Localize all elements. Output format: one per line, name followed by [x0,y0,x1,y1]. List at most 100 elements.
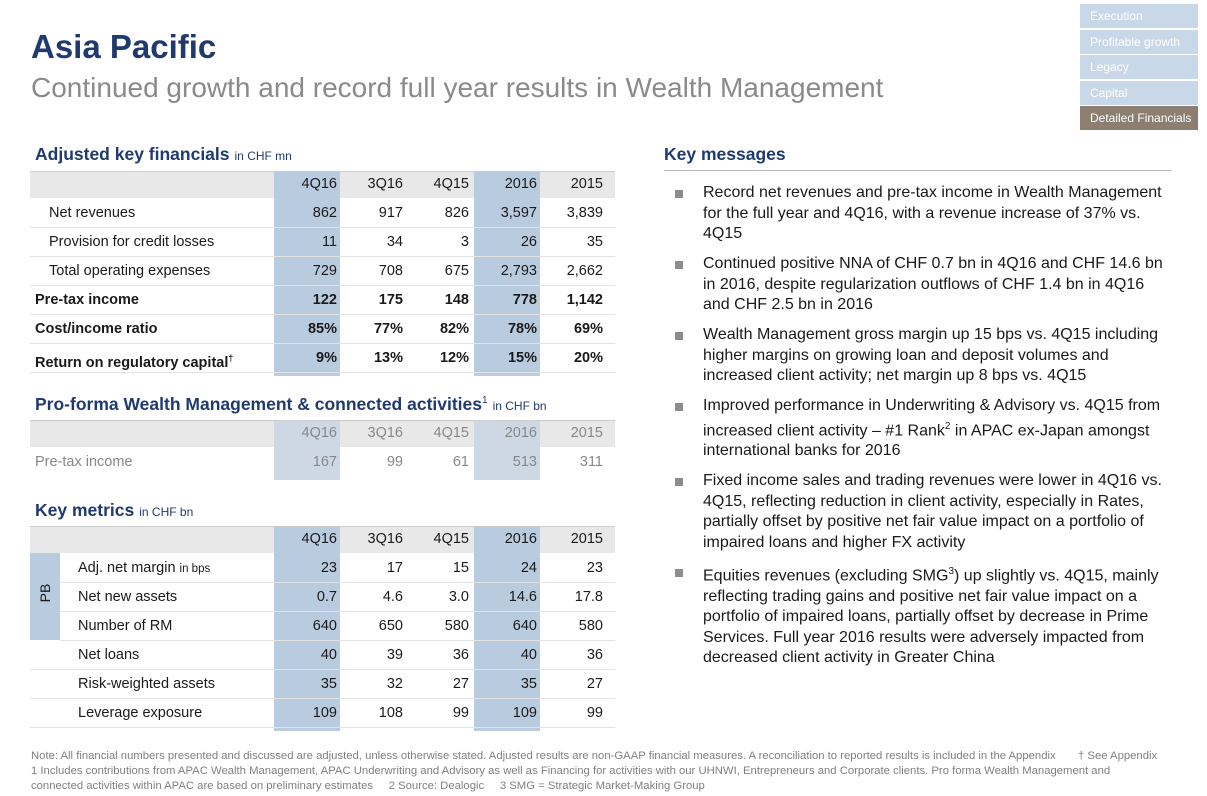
nav-item[interactable]: Detailed Financials [1080,106,1198,130]
cell-value: 640 [512,618,537,634]
row-label: Pre-tax income [35,448,133,477]
cell-value: 40 [520,647,537,663]
cell-value: 14.6 [508,589,537,605]
bullet [675,190,683,198]
column-header: 3Q16 [367,425,403,441]
cell-value: 61 [452,454,469,470]
cell-value: 82% [439,321,469,337]
cell-value: 108 [378,705,403,721]
footnote: 1 Includes contributions from APAC Wealt… [31,765,1111,777]
cell-value: 78% [507,321,537,337]
cell-value: 311 [579,454,603,470]
cell-value: 3,839 [566,205,603,221]
section-title: Adjusted key financials in CHF mn [35,144,292,165]
cell-value: 36 [586,647,603,663]
column-header: 2016 [504,531,537,547]
column-header: 4Q16 [301,531,337,547]
row-label: Return on regulatory capital† [35,344,233,373]
cell-value: 34 [386,234,403,250]
row-label: Adj. net margin in bps [78,554,210,583]
cell-value: 69% [573,321,603,337]
cell-value: 24 [520,560,537,576]
subtitle: Continued growth and record full year re… [31,72,884,103]
cell-value: 23 [586,560,603,576]
row-label: Leverage exposure [78,699,202,728]
nav-item[interactable]: Execution [1080,4,1198,28]
column-header: 4Q16 [301,176,337,192]
row-label: Number of RM [78,612,172,641]
section-title: Key metrics in CHF bn [35,500,193,521]
message-text: Wealth Management gross margin up 15 bps… [703,326,1159,384]
message-text: Continued positive NNA of CHF 0.7 bn in … [703,255,1163,313]
column-header: 2016 [504,176,537,192]
cell-value: 167 [312,454,337,470]
cell-value: 20% [573,350,603,366]
row-label-text: Cost/income ratio [35,321,158,337]
column-header: 4Q15 [433,425,469,441]
rule [30,171,615,172]
section-title-text: Adjusted key financials [35,144,230,164]
row-rule [30,343,615,344]
message-text: Improved performance in Underwriting & A… [703,397,1161,439]
message: Continued positive NNA of CHF 0.7 bn in … [703,254,1173,316]
row-rule [60,611,615,612]
cell-value: 32 [386,676,403,692]
cell-value: 148 [444,292,469,308]
row-label-text: Provision for credit losses [49,234,215,250]
nav-item[interactable]: Legacy [1080,55,1198,79]
section-title: Pro-forma Wealth Management & connected … [35,394,547,415]
message: Fixed income sales and trading revenues … [703,471,1173,553]
row-rule [30,227,615,228]
cell-value: 175 [378,292,403,308]
cell-value: 35 [586,234,603,250]
cell-value: 13% [373,350,403,366]
footnote: Note: All financial numbers presented an… [31,750,1056,762]
cell-value: 826 [444,205,469,221]
bullet [675,332,683,340]
unit: in CHF mn [234,149,292,163]
cell-value: 640 [312,618,337,634]
bullet [675,478,683,486]
superscript: 1 [482,395,488,407]
unit: in CHF bn [139,505,194,519]
highlight-column [274,172,340,376]
row-label-text: Net revenues [49,205,136,221]
row-label-text: Pre-tax income [35,292,139,308]
cell-value: 650 [378,618,403,634]
message-text: Fixed income sales and trading revenues … [703,472,1162,551]
cell-value: 11 [321,234,337,250]
row-rule [30,727,615,728]
cell-value: 40 [320,647,337,663]
cell-value: 109 [512,705,537,721]
row-label: Cost/income ratio [35,315,157,344]
cell-value: 513 [512,454,537,470]
nav-item[interactable]: Capital [1080,80,1198,105]
cell-value: 77% [373,321,403,337]
cell-value: 17.8 [574,589,603,605]
cell-value: 729 [312,263,337,279]
nav-item[interactable]: Profitable growth [1080,29,1198,54]
cell-value: 17 [386,560,403,576]
cell-value: 99 [452,705,469,721]
rule [30,420,615,421]
cell-value: 27 [452,676,469,692]
cell-value: 0.7 [316,589,337,605]
section-title: Key messages [664,144,786,164]
cell-value: 99 [386,454,403,470]
row-label: Provision for credit losses [49,228,214,257]
column-header: 3Q16 [367,531,403,547]
row-label: Net new assets [78,583,177,612]
row-rule [60,640,615,641]
cell-value: 85% [307,321,337,337]
group-bar [30,553,60,640]
row-rule [30,669,615,670]
message: Equities revenues (excluding SMG3) up sl… [703,562,1173,669]
column-header: 2015 [570,531,603,547]
message-text: Equities revenues (excluding SMG [703,567,949,585]
divider [664,170,1172,171]
highlight-column [474,172,540,376]
section-title-text: Pro-forma Wealth Management & connected … [35,394,483,414]
row-rule [30,314,615,315]
row-rule [30,256,615,257]
bullet [675,569,683,577]
